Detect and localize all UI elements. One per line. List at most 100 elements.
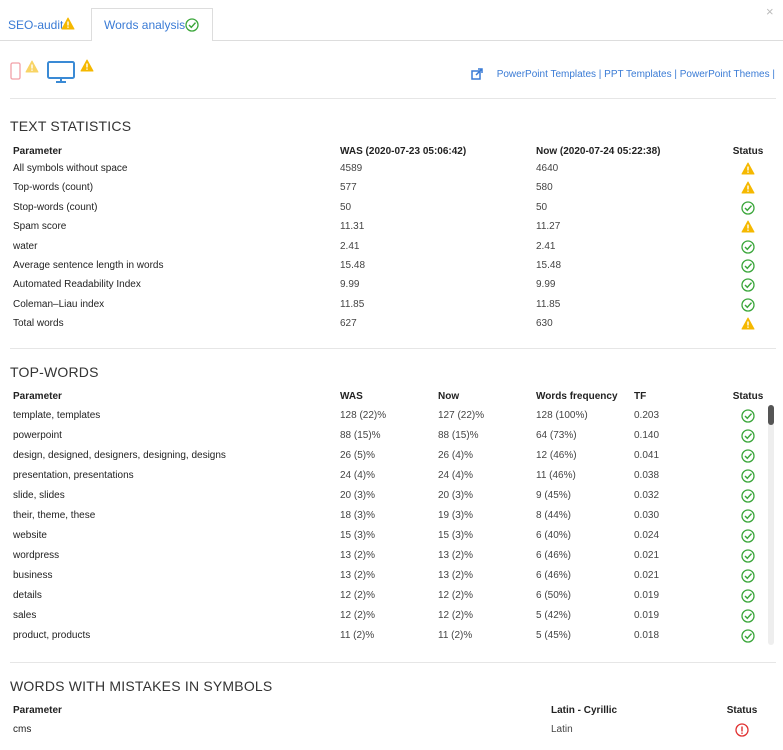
column-header: Words frequency [536, 391, 618, 402]
header-links[interactable]: PowerPoint Templates | PPT Templates | P… [496, 69, 775, 80]
table-cell: 5 (42%) [536, 610, 572, 621]
ok-icon [741, 278, 755, 293]
table-cell: 6 (46%) [536, 570, 572, 581]
table-cell: 4640 [536, 163, 559, 174]
tab-label[interactable]: Words analysis [104, 18, 186, 32]
table-cell: 11.85 [340, 298, 365, 310]
table-cell: 64 (73%) [536, 430, 577, 441]
ok-icon [741, 239, 755, 254]
table-cell: 0.140 [634, 430, 660, 441]
error-icon [735, 723, 749, 737]
table-cell: 580 [536, 182, 553, 194]
ok-icon [185, 18, 199, 32]
ok-icon [741, 429, 755, 443]
separator [10, 662, 776, 663]
ok-icon [741, 201, 755, 215]
warning-icon [25, 60, 39, 73]
table-cell: 20 (3)% [340, 490, 376, 501]
table-cell: 50 [536, 201, 548, 213]
ok-icon [741, 409, 755, 423]
column-header: Parameter [13, 391, 62, 402]
table-cell: Top-words (count) [13, 182, 94, 194]
ok-icon [741, 298, 755, 312]
table-cell: Automated Readability Index [13, 279, 141, 291]
ok-icon [741, 469, 755, 483]
table-cell: All symbols without space [13, 163, 128, 174]
table-cell: 11 (2)% [340, 630, 375, 641]
table-cell: 0.032 [634, 490, 660, 501]
table-cell: 128 (22)% [340, 410, 387, 421]
table-cell: sales [13, 610, 37, 621]
table-cell: 13 (2)% [340, 550, 376, 561]
table-cell: 24 (4)% [340, 470, 376, 481]
table-cell: 12 (2)% [438, 590, 474, 601]
table-cell: 26 (5)% [340, 450, 376, 461]
table-cell: 9 (45%) [536, 490, 572, 501]
table-cell: template, templates [13, 410, 101, 421]
table-cell: design, designed, designers, designing, … [13, 450, 226, 461]
table-cell: 0.203 [634, 410, 660, 421]
table-cell: 0.021 [634, 550, 660, 561]
tab-label[interactable]: SEO-audit [8, 18, 64, 32]
table-cell: product, products [13, 630, 91, 641]
column-header: Now [438, 391, 460, 402]
table-cell: business [13, 570, 53, 581]
close-button[interactable]: × [766, 4, 774, 19]
table-cell: 630 [536, 318, 553, 330]
table-cell: 9.99 [536, 279, 556, 291]
column-header: Status [726, 705, 758, 716]
table-cell: 88 (15)% [438, 430, 479, 441]
table-cell: 11.85 [536, 298, 561, 310]
column-header: WAS (2020-07-23 05:06:42) [340, 146, 467, 157]
table-cell: 4589 [340, 163, 363, 174]
table-cell: 577 [340, 182, 357, 194]
ok-icon [741, 509, 755, 523]
ok-icon [741, 449, 755, 463]
section-title: TOP-WORDS [10, 364, 99, 380]
table-cell: water [13, 240, 38, 252]
table-cell: 18 (3)% [340, 510, 376, 521]
table-cell: 88 (15)% [340, 430, 381, 441]
column-header: WAS [340, 391, 363, 402]
scrollbar-thumb[interactable] [768, 405, 774, 425]
table-cell: Total words [13, 318, 64, 330]
table-cell: 11.27 [536, 221, 561, 233]
warning-icon [741, 317, 755, 330]
table-cell: powerpoint [13, 430, 62, 441]
table-cell: Stop-words (count) [13, 201, 98, 213]
table-cell: 11.31 [340, 221, 365, 233]
table-cell: 627 [340, 318, 357, 330]
column-header: Parameter [13, 146, 62, 157]
ok-icon [741, 629, 755, 643]
table-cell: 0.024 [634, 530, 660, 541]
active-tab[interactable] [91, 8, 213, 41]
column-header: Parameter [13, 705, 62, 716]
table-cell: Average sentence length in words [13, 260, 164, 271]
table-cell: 12 (2)% [340, 610, 376, 621]
table-cell: website [13, 530, 47, 541]
table-cell: 9.99 [340, 279, 360, 291]
warning-icon [741, 181, 755, 194]
table-cell: 15 (3)% [340, 530, 376, 541]
external-link-icon[interactable] [471, 68, 483, 80]
table-cell: Coleman–Liau index [13, 298, 105, 310]
table-cell: their, theme, these [13, 510, 96, 521]
table-cell: details [13, 590, 42, 601]
table-cell: 0.030 [634, 510, 660, 521]
scrollbar-track[interactable] [768, 405, 774, 645]
section-title: TEXT STATISTICS [10, 118, 132, 134]
section-title: WORDS WITH MISTAKES IN SYMBOLS [10, 678, 273, 694]
table-cell: 13 (2)% [438, 550, 474, 561]
table-cell: 6 (50%) [536, 590, 572, 601]
ok-icon [741, 549, 755, 563]
warning-icon [741, 220, 755, 233]
tab-bar-border [0, 40, 783, 41]
table-cell: 2.41 [536, 240, 556, 252]
ok-icon [741, 569, 755, 583]
device-icons[interactable] [0, 58, 120, 88]
warning-icon [80, 59, 94, 72]
table-cell: presentation, presentations [13, 470, 134, 481]
table-cell: 50 [340, 201, 352, 213]
table-cell: 8 (44%) [536, 510, 572, 521]
